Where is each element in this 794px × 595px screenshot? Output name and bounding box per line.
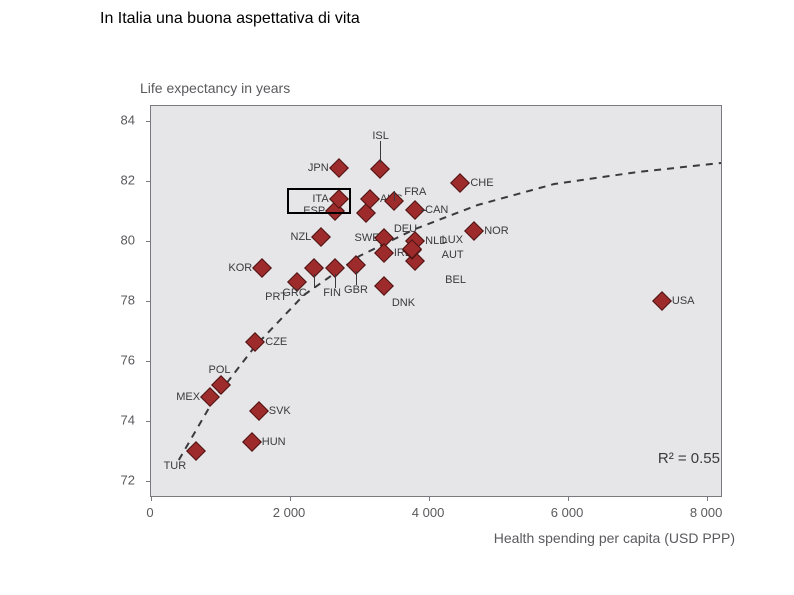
scatter-chart: Life expectancy in years TUR MEX POL HUN SVK… (100, 80, 740, 550)
x-tick-label: 4 000 (412, 505, 445, 520)
x-tick-label: 8 000 (690, 505, 723, 520)
point-label: CAN (425, 205, 448, 216)
point-label: BEL (445, 275, 466, 286)
y-tick-label: 72 (105, 473, 135, 488)
data-point (186, 441, 206, 461)
y-axis-title: Life expectancy in years (140, 80, 290, 96)
point-label: GRC (282, 288, 306, 299)
data-point (374, 243, 394, 263)
data-point (374, 276, 394, 296)
y-tick-label: 84 (105, 113, 135, 128)
point-label: CZE (265, 337, 287, 348)
data-point (252, 258, 272, 278)
point-label: LUX (442, 235, 463, 246)
point-label: JPN (308, 163, 329, 174)
point-label: MEX (176, 392, 200, 403)
x-tick-label: 0 (146, 505, 153, 520)
point-label: POL (209, 365, 231, 376)
r-squared-label: R² = 0.55 (658, 450, 720, 467)
point-label: USA (672, 296, 695, 307)
point-label: NOR (484, 226, 508, 237)
highlight-box (287, 188, 351, 214)
y-tick-label: 76 (105, 353, 135, 368)
point-label: SVK (269, 406, 291, 417)
y-tick-label: 74 (105, 413, 135, 428)
x-tick-label: 6 000 (551, 505, 584, 520)
x-tick-label: 2 000 (273, 505, 306, 520)
data-point (464, 221, 484, 241)
data-point (245, 332, 265, 352)
y-tick-label: 78 (105, 293, 135, 308)
point-label: TUR (164, 461, 187, 472)
data-point (652, 291, 672, 311)
point-label: CHE (470, 178, 493, 189)
point-label: AUT (442, 250, 464, 261)
data-point (242, 432, 262, 452)
point-label: KOR (228, 263, 252, 274)
data-point (329, 158, 349, 178)
point-label: FRA (404, 187, 426, 198)
trend-line (151, 106, 721, 496)
data-point (311, 227, 331, 247)
x-axis-title: Health spending per capita (USD PPP) (494, 530, 735, 546)
point-label: HUN (262, 437, 286, 448)
data-point (450, 173, 470, 193)
point-label: DNK (392, 298, 415, 309)
point-label: FIN (323, 288, 341, 299)
point-label: NZL (291, 232, 312, 243)
plot-area: TURMEXPOLHUNSVKCZEKORPRTGRCNZLFINESPITAJ… (150, 105, 722, 497)
y-tick-label: 82 (105, 173, 135, 188)
y-tick-label: 80 (105, 233, 135, 248)
page-title: In Italia una buona aspettativa di vita (100, 10, 360, 28)
data-point (249, 401, 269, 421)
point-label: GBR (344, 285, 368, 296)
